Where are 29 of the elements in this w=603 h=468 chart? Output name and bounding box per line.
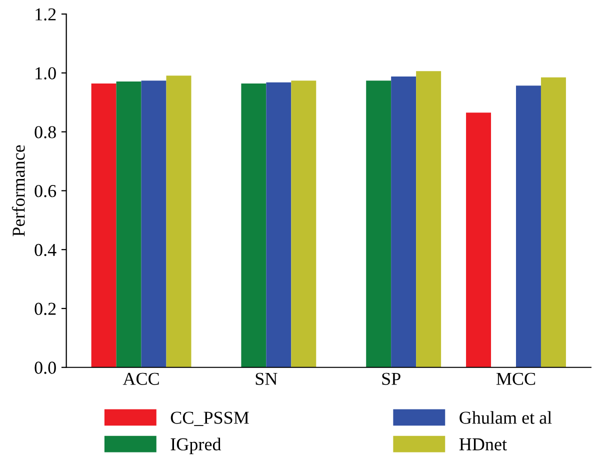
bar	[366, 80, 392, 368]
legend-label: CC_PSSM	[170, 412, 249, 426]
legend-label: Ghulam et al	[460, 411, 552, 424]
x-tick-label: MCC	[496, 372, 536, 385]
legend-label: IGpred	[170, 438, 222, 454]
x-tick-label: SP	[382, 372, 400, 385]
bar	[141, 80, 166, 368]
bar	[91, 84, 116, 368]
y-tick-label: 1.2	[36, 8, 56, 21]
bar	[516, 86, 541, 368]
y-tick-label: 0.6	[34, 184, 56, 198]
y-tick-label: 0.4	[34, 244, 56, 256]
bar	[391, 76, 416, 368]
y-tick-label: 0.8	[34, 126, 56, 138]
bar	[291, 80, 316, 368]
bar	[116, 81, 142, 368]
y-tick-label: 0.0	[34, 362, 56, 374]
y-tick-label: 0.2	[34, 302, 56, 316]
bar	[241, 84, 266, 368]
legend-label: HDnet	[459, 438, 507, 450]
bar	[416, 71, 442, 368]
bar	[166, 76, 192, 368]
x-tick-label: ACC	[122, 372, 159, 385]
bar	[466, 112, 492, 368]
y-tick-label: 1.0	[36, 67, 56, 80]
bar	[266, 82, 292, 368]
y-axis-title: Performance	[12, 145, 25, 236]
bar	[540, 77, 566, 368]
x-tick-label: SN	[256, 372, 278, 385]
